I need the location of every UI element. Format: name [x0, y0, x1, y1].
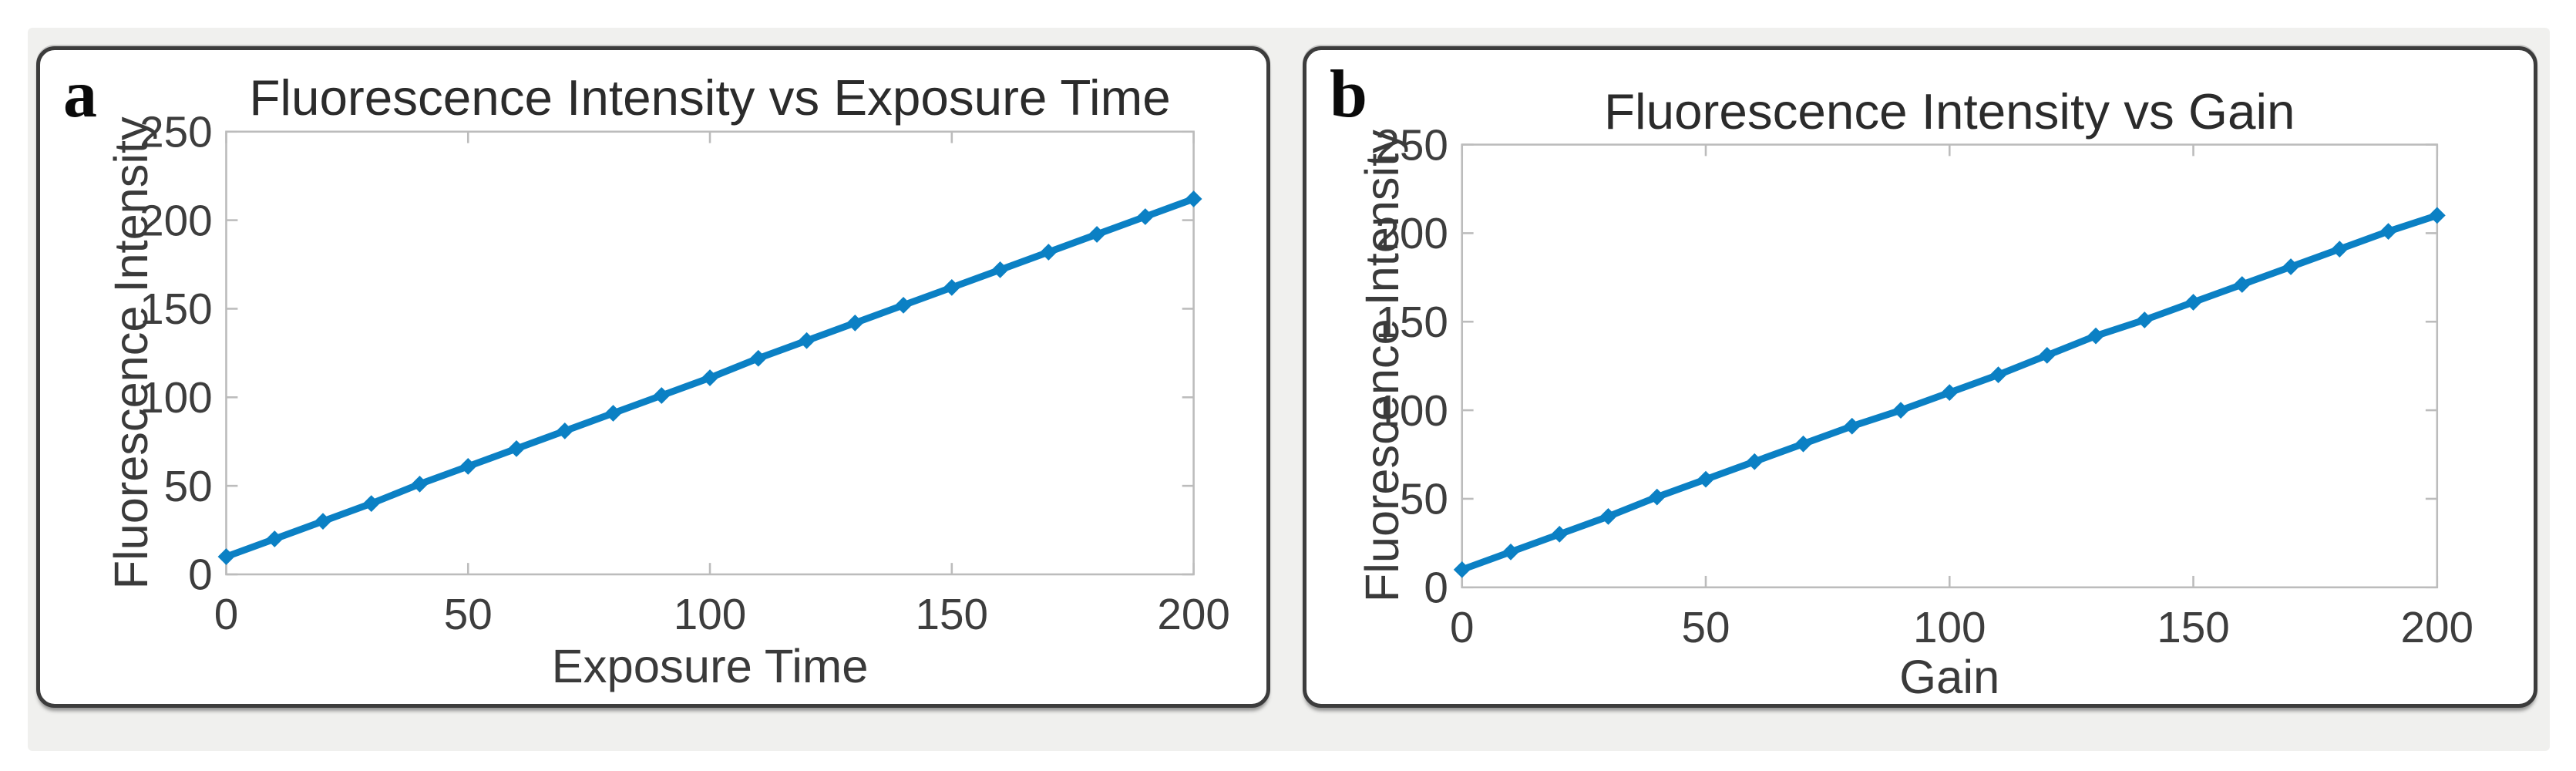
data-marker — [1746, 453, 1764, 470]
chart-svg: 0 50 100 150 200050100150200250Fluorescence … — [1356, 83, 2474, 704]
data-marker — [1040, 244, 1058, 261]
y-tick-label: 100 — [1375, 386, 1448, 435]
y-tick-label: 150 — [1375, 298, 1448, 346]
y-tick-label: 50 — [1400, 475, 1448, 524]
data-marker — [362, 495, 380, 512]
data-marker — [2379, 223, 2397, 240]
data-marker — [459, 457, 477, 475]
panel-b-chart: 0 50 100 150 200 0 50 100 150 200 250 Fluorescence … — [1306, 50, 2534, 704]
x-tick-label: 150 — [916, 590, 989, 638]
panel-a-chart: 0 50 100 150 200 0 50 100 150 200 250 Fluorescence … — [40, 50, 1266, 704]
data-marker — [2331, 241, 2349, 258]
data-marker — [895, 296, 912, 314]
x-tick-label: 200 — [2401, 603, 2474, 651]
x-tick-label: 100 — [1913, 603, 1986, 651]
data-marker — [1185, 190, 1202, 207]
data-marker — [604, 405, 622, 422]
x-tick-label: 100 — [674, 590, 747, 638]
y-tick-label: 200 — [1375, 209, 1448, 258]
y-tick-label: 250 — [140, 108, 213, 157]
data-marker — [1843, 417, 1861, 435]
data-marker — [798, 332, 816, 349]
panel-a-letter: a — [63, 57, 97, 132]
data-marker — [556, 423, 573, 439]
x-tick-label: 200 — [1157, 590, 1230, 638]
data-marker — [411, 475, 429, 493]
data-marker — [1794, 435, 1812, 453]
data-marker — [217, 548, 235, 565]
y-tick-label: 150 — [140, 284, 213, 333]
data-marker — [1502, 543, 1519, 561]
data-marker — [1453, 561, 1471, 578]
data-marker — [508, 440, 525, 457]
y-tick-label: 200 — [140, 196, 213, 244]
x-tick-label: 50 — [1681, 603, 1730, 651]
data-marker — [1599, 508, 1617, 525]
x-axis-label: Exposure Time — [552, 640, 869, 693]
chart-svg: 0 50 100 150 200050100150200250Fluorescence … — [105, 69, 1230, 693]
y-tick-label: 250 — [1375, 120, 1448, 169]
x-tick-label: 0 — [214, 590, 239, 638]
y-axis-label: Fluorescence Intensity — [105, 116, 158, 589]
y-tick-label: 100 — [140, 373, 213, 422]
x-tick-label: 150 — [2157, 603, 2230, 651]
x-axis-label: Gain — [1899, 651, 1999, 704]
data-marker — [2184, 294, 2202, 311]
data-marker — [2136, 311, 2154, 328]
y-tick-label: 0 — [1424, 564, 1448, 612]
x-tick-label: 0 — [1450, 603, 1475, 651]
data-marker — [1697, 470, 1714, 488]
panel-b-letter: b — [1330, 57, 1367, 132]
data-marker — [846, 314, 864, 332]
data-marker — [1892, 402, 1909, 419]
chart-title: Fluorescence Intensity vs Gain — [1604, 83, 2295, 140]
y-tick-label: 0 — [188, 550, 213, 599]
data-marker — [2428, 207, 2446, 224]
data-marker — [1088, 226, 1106, 243]
data-marker — [1136, 208, 1154, 225]
data-marker — [1941, 384, 1959, 401]
y-axis-label: Fluorescence Intensity — [1356, 130, 1409, 602]
data-marker — [266, 530, 284, 547]
data-marker — [2233, 276, 2251, 293]
data-marker — [1648, 488, 1666, 506]
data-marker — [653, 387, 671, 404]
data-marker — [2282, 258, 2299, 275]
data-marker — [314, 513, 331, 530]
panel-b: b 0 50 100 150 200 0 50 100 150 200 250 Fluorescenc… — [1303, 46, 2537, 708]
data-marker — [1989, 366, 2007, 384]
data-marker — [991, 261, 1009, 278]
y-tick-label: 50 — [164, 462, 213, 510]
x-tick-label: 50 — [444, 590, 493, 638]
data-marker — [1551, 526, 1569, 543]
data-marker — [943, 279, 960, 296]
panel-a: a 0 50 100 150 200 0 50 100 150 200 250 Fluorescenc… — [36, 46, 1270, 708]
chart-title: Fluorescence Intensity vs Exposure Time — [249, 69, 1170, 126]
